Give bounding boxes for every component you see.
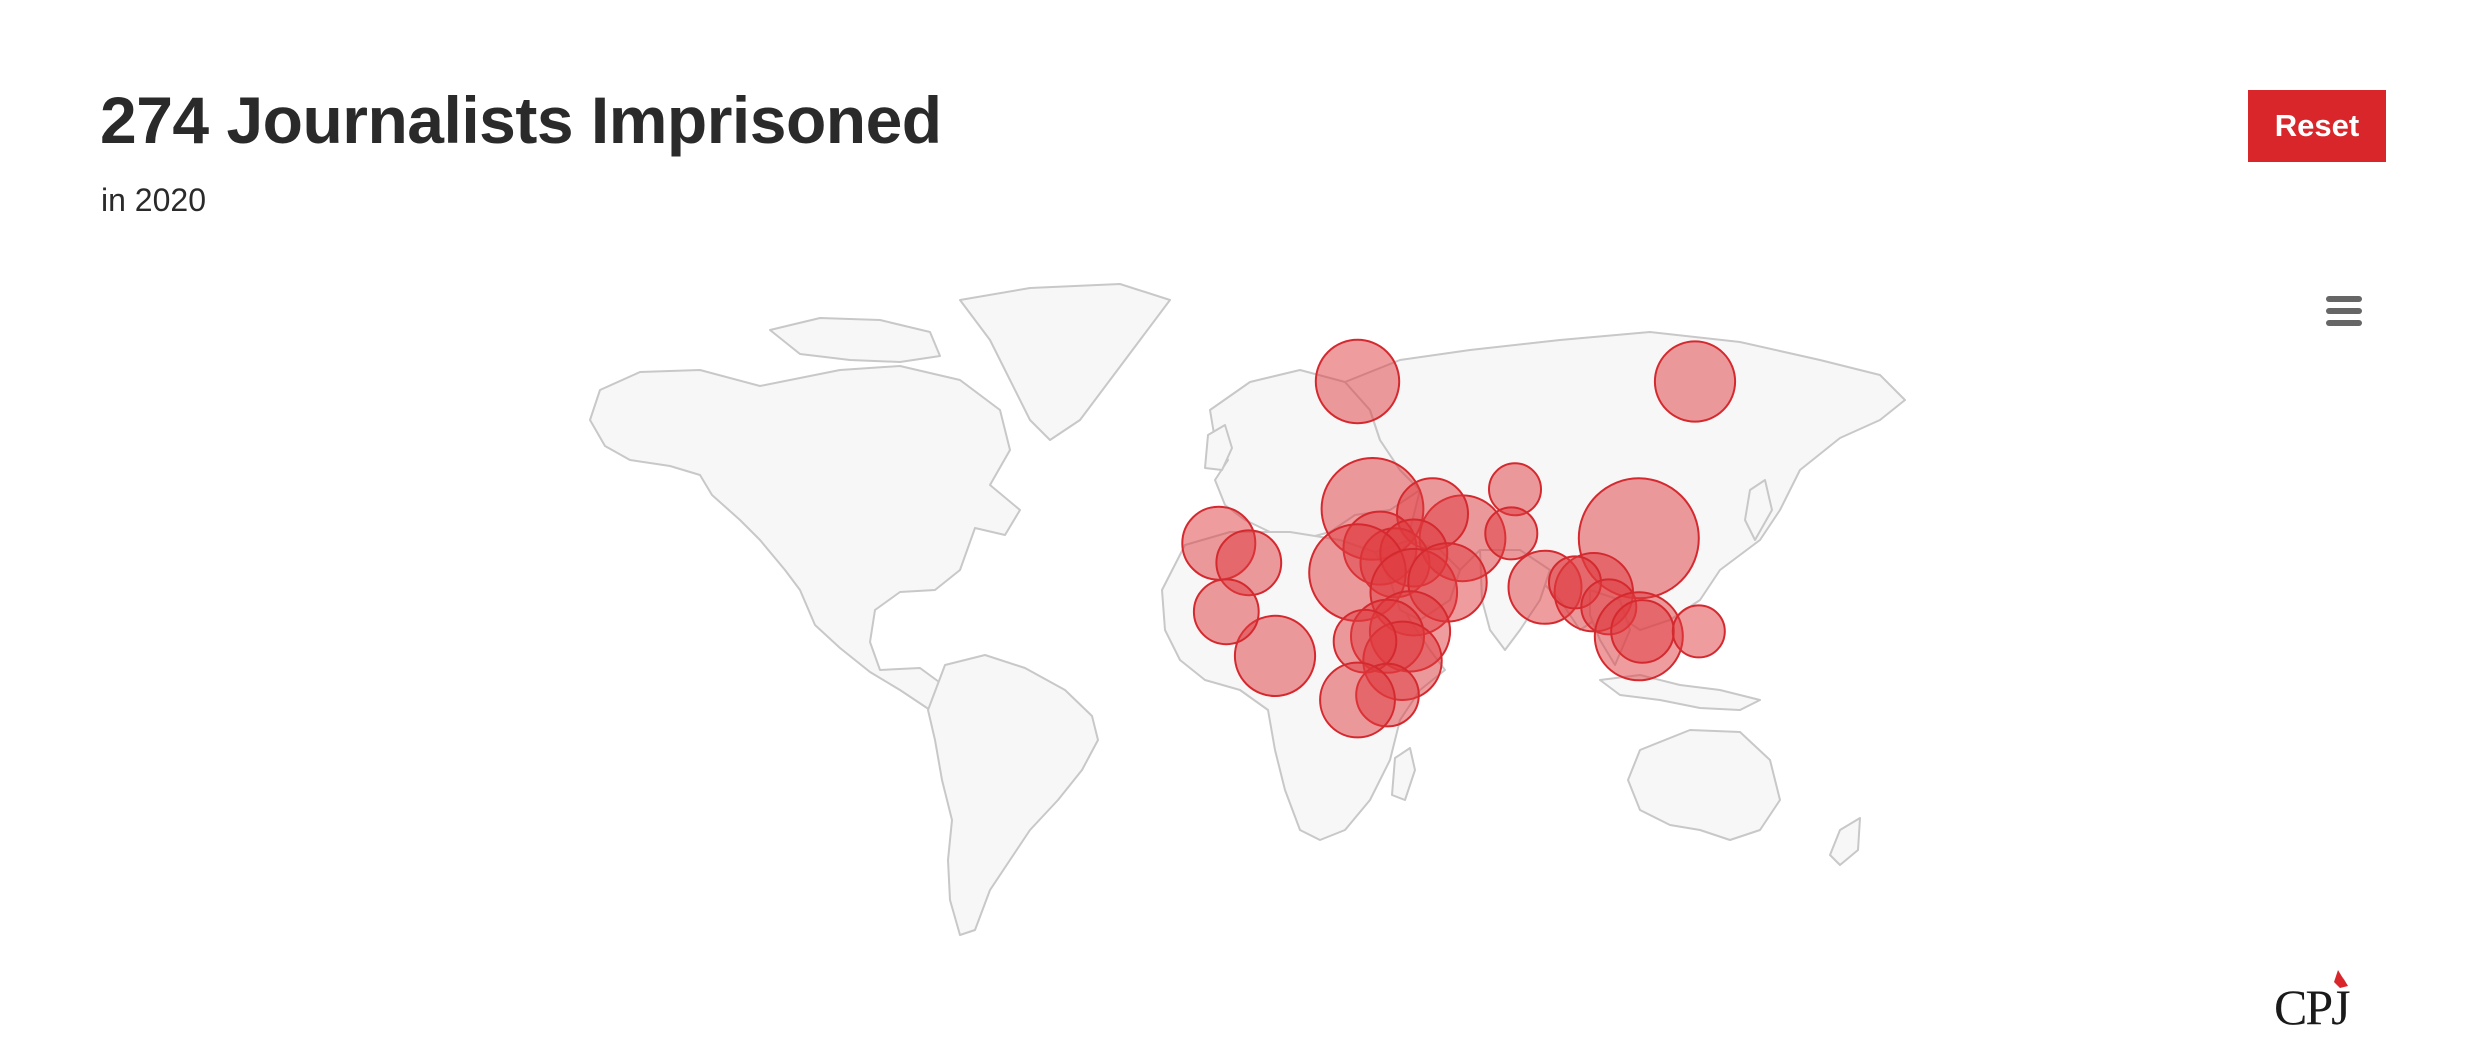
cpj-logo: [2334, 970, 2348, 988]
world-map[interactable]: [0, 270, 2474, 950]
hamburger-icon-line-1: [2326, 296, 2362, 302]
country-bubble-18[interactable]: [1233, 614, 1317, 697]
country-bubble-31[interactable]: [1671, 604, 1726, 659]
country-bubble-1[interactable]: [1314, 338, 1401, 425]
land-uk: [1204, 424, 1233, 471]
country-bubble-30[interactable]: [1610, 599, 1675, 664]
country-bubble-2[interactable]: [1653, 340, 1737, 423]
land-new-zealand: [1829, 817, 1861, 866]
bubble-layer: [1181, 338, 1737, 739]
hamburger-icon-line-2: [2326, 308, 2362, 314]
chart-menu-button[interactable]: [2322, 296, 2366, 332]
land-japan: [1744, 479, 1773, 541]
flame-icon: [2334, 970, 2348, 988]
country-bubble-24[interactable]: [1484, 506, 1539, 561]
reset-button[interactable]: Reset: [2248, 90, 2386, 162]
hamburger-icon-line-3: [2326, 320, 2362, 326]
page-title: 274 Journalists Imprisoned: [100, 83, 942, 157]
country-bubble-21[interactable]: [1192, 578, 1260, 646]
land-indonesia: [1599, 674, 1761, 711]
land-south-america: [927, 654, 1099, 936]
land-madagascar: [1391, 747, 1416, 801]
land-australia: [1627, 729, 1781, 841]
land-north-america: [589, 365, 1021, 727]
country-bubble-17[interactable]: [1319, 661, 1396, 739]
land-greenland: [959, 283, 1171, 441]
cpj-logo-text: CPJ: [2274, 979, 2351, 1035]
land-arctic-islands: [769, 317, 941, 363]
page-subtitle: in 2020: [101, 182, 206, 218]
